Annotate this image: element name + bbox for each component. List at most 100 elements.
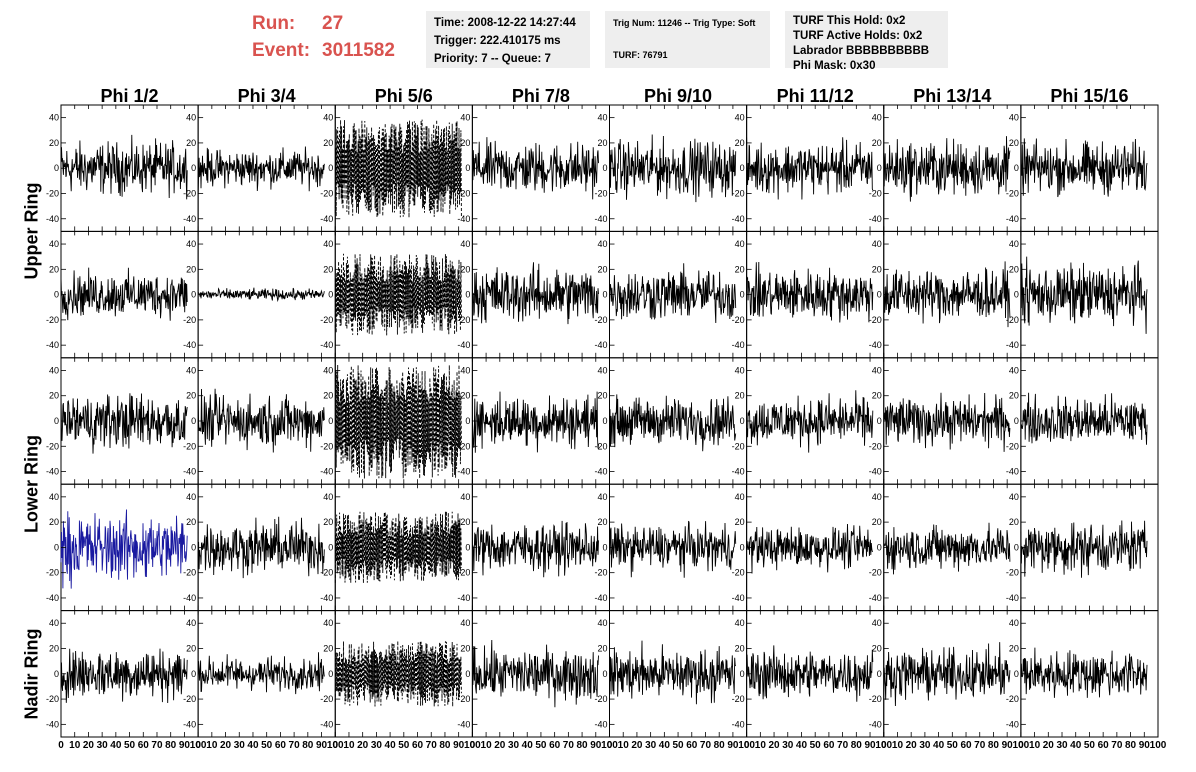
y-tick-label-r4-c7-0: -40 <box>1006 719 1019 729</box>
y-tick-label-r3-c5-2: 0 <box>740 542 745 552</box>
x-tick-label-c6-10: 100 <box>1013 740 1030 751</box>
y-tick-label-r1-c3-0: -40 <box>457 340 470 350</box>
waveform-trace-r1-c7 <box>1020 256 1148 334</box>
x-tick-label-c2-9: 90 <box>453 740 465 751</box>
y-tick-label-r4-c1-0: -40 <box>183 719 196 729</box>
waveform-trace-r3-c4 <box>609 520 737 578</box>
y-tick-label-r4-c2-1: -20 <box>320 694 333 704</box>
y-tick-label-r1-c4-1: -20 <box>594 315 607 325</box>
y-tick-label-r1-c3-1: -20 <box>457 315 470 325</box>
x-tick-label-c3-8: 80 <box>577 740 589 751</box>
y-tick-label-r4-c3-4: 40 <box>460 618 470 628</box>
x-tick-label-c5-5: 50 <box>810 740 822 751</box>
waveform-trace-r3-c6 <box>883 522 1011 575</box>
run-event-box: Run: 27 Event: 3011582 <box>252 10 412 64</box>
y-tick-label-r1-c7-0: -40 <box>1006 340 1019 350</box>
x-tick-label-c2-4: 40 <box>385 740 397 751</box>
y-tick-label-r2-c2-0: -40 <box>320 467 333 477</box>
y-tick-label-r2-c0-4: 40 <box>49 365 59 375</box>
y-tick-label-r1-c3-4: 40 <box>460 239 470 249</box>
y-tick-label-r3-c4-1: -20 <box>594 568 607 578</box>
phi-mask-text: Phi Mask: 0x30 <box>793 60 876 72</box>
x-tick-label-c4-8: 80 <box>714 740 726 751</box>
y-tick-label-r0-c7-2: 0 <box>1014 163 1019 173</box>
y-tick-label-r3-c2-3: 20 <box>323 517 333 527</box>
waveform-trace-r0-c0 <box>60 134 188 200</box>
y-tick-label-r0-c6-3: 20 <box>872 138 882 148</box>
y-tick-label-r2-c3-4: 40 <box>460 365 470 375</box>
y-tick-label-r1-c3-2: 0 <box>465 290 470 300</box>
y-tick-label-r0-c5-3: 20 <box>735 138 745 148</box>
y-tick-label-r2-c0-2: 0 <box>54 416 59 426</box>
y-tick-label-r4-c4-4: 40 <box>597 618 607 628</box>
x-tick-label-c3-4: 40 <box>522 740 534 751</box>
y-tick-label-r2-c2-3: 20 <box>323 391 333 401</box>
y-tick-label-r4-c2-0: -40 <box>320 719 333 729</box>
y-tick-label-r1-c7-3: 20 <box>1009 264 1019 274</box>
y-tick-label-r0-c7-3: 20 <box>1009 138 1019 148</box>
x-tick-label-c5-6: 60 <box>823 740 835 751</box>
y-tick-label-r1-c0-1: -20 <box>46 315 59 325</box>
x-tick-label-c0-6: 60 <box>138 740 150 751</box>
x-tick-label-c4-10: 100 <box>738 740 755 751</box>
x-tick-label-c7-5: 50 <box>1084 740 1096 751</box>
waveform-trace-r3-c1 <box>197 516 325 579</box>
y-tick-label-r4-c0-0: -40 <box>46 719 59 729</box>
waveform-trace-r2-c4 <box>609 394 737 452</box>
y-tick-label-r4-c3-3: 20 <box>460 644 470 654</box>
x-tick-label-c7-1: 10 <box>1029 740 1041 751</box>
waveform-trace-r4-c4 <box>609 640 737 705</box>
x-tick-label-c2-0: 0 <box>332 740 338 751</box>
y-tick-label-r4-c1-2: 0 <box>191 669 196 679</box>
y-tick-label-r3-c0-3: 20 <box>49 517 59 527</box>
x-tick-label-c5-10: 100 <box>875 740 892 751</box>
y-tick-label-r0-c7-0: -40 <box>1006 214 1019 224</box>
y-tick-label-r0-c5-1: -20 <box>732 188 745 198</box>
x-tick-label-c3-1: 10 <box>481 740 493 751</box>
y-tick-label-r2-c4-0: -40 <box>594 467 607 477</box>
y-tick-label-r2-c4-3: 20 <box>597 391 607 401</box>
y-tick-label-r0-c0-2: 0 <box>54 163 59 173</box>
event-value: 3011582 <box>322 40 395 61</box>
y-tick-label-r3-c6-2: 0 <box>877 542 882 552</box>
y-tick-label-r1-c1-1: -20 <box>183 315 196 325</box>
waveform-trace-r3-c3 <box>471 520 599 578</box>
x-tick-label-c0-1: 10 <box>69 740 81 751</box>
x-tick-label-c7-6: 60 <box>1098 740 1110 751</box>
waveform-trace-r4-c7 <box>1020 647 1148 698</box>
x-tick-label-c6-7: 70 <box>974 740 986 751</box>
y-tick-label-r1-c1-2: 0 <box>191 290 196 300</box>
y-tick-label-r0-c6-0: -40 <box>869 214 882 224</box>
waveform-trace-r4-c5 <box>746 645 874 702</box>
y-tick-label-r1-c6-4: 40 <box>872 239 882 249</box>
waveform-trace-r2-c1 <box>197 388 325 453</box>
y-tick-label-r0-c1-1: -20 <box>183 188 196 198</box>
y-tick-label-r2-c3-2: 0 <box>465 416 470 426</box>
phi-label-5: Phi 9/10 <box>644 86 713 106</box>
waveform-trace-r1-c5 <box>746 261 874 323</box>
x-tick-label-c4-9: 90 <box>727 740 739 751</box>
y-tick-label-r4-c7-1: -20 <box>1006 694 1019 704</box>
x-tick-label-c6-3: 30 <box>919 740 931 751</box>
y-tick-label-r3-c6-0: -40 <box>869 593 882 603</box>
x-tick-label-c4-1: 10 <box>618 740 630 751</box>
y-tick-label-r0-c2-1: -20 <box>320 188 333 198</box>
x-tick-label-c3-2: 20 <box>494 740 506 751</box>
y-tick-label-r2-c7-2: 0 <box>1014 416 1019 426</box>
y-tick-label-r1-c4-2: 0 <box>602 290 607 300</box>
y-tick-label-r3-c1-1: -20 <box>183 568 196 578</box>
y-tick-label-r4-c6-2: 0 <box>877 669 882 679</box>
waveform-trace-r0-c3 <box>471 137 599 200</box>
y-tick-label-r2-c4-1: -20 <box>594 441 607 451</box>
waveform-trace-r3-c2 <box>334 511 462 584</box>
y-tick-label-r1-c7-1: -20 <box>1006 315 1019 325</box>
y-tick-label-r4-c2-3: 20 <box>323 644 333 654</box>
y-tick-label-r3-c3-3: 20 <box>460 517 470 527</box>
y-tick-label-r0-c1-4: 40 <box>186 113 196 123</box>
y-tick-label-r4-c5-0: -40 <box>732 719 745 729</box>
y-tick-label-r3-c4-0: -40 <box>594 593 607 603</box>
phi-label-3: Phi 5/6 <box>374 86 433 106</box>
labrador-text: Labrador BBBBBBBBBB <box>793 45 930 57</box>
x-tick-label-c4-6: 60 <box>686 740 698 751</box>
y-tick-label-r0-c7-4: 40 <box>1009 113 1019 123</box>
